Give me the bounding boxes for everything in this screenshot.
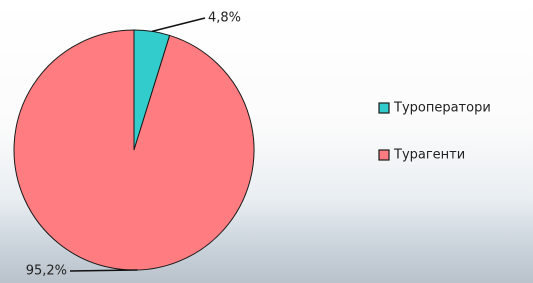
data-label: 95,2% [26, 264, 67, 279]
legend-label: Турагенти [393, 148, 465, 163]
data-label: 4,8% [208, 11, 241, 26]
leader-line [70, 270, 137, 271]
screen: 4,8% 95,2% Туроператори Турагенти [0, 0, 533, 283]
pie-slice [14, 30, 254, 270]
legend-label: Туроператори [393, 101, 491, 116]
legend-swatch [379, 103, 389, 113]
leader-line [152, 18, 205, 31]
legend-swatch [379, 150, 389, 160]
chart: 4,8% 95,2% Туроператори Турагенти [0, 0, 533, 283]
